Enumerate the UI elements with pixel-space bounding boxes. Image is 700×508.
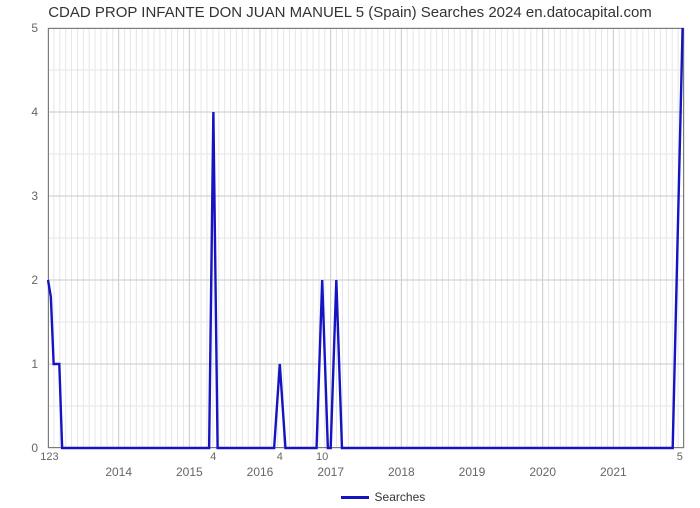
svg-text:123: 123 [40, 451, 58, 463]
svg-text:2016: 2016 [247, 465, 274, 479]
chart-container: CDAD PROP INFANTE DON JUAN MANUEL 5 (Spa… [0, 0, 700, 500]
legend-label: Searches [375, 490, 426, 504]
svg-text:3: 3 [31, 189, 38, 203]
svg-text:5: 5 [31, 21, 38, 35]
chart-title: CDAD PROP INFANTE DON JUAN MANUEL 5 (Spa… [0, 4, 700, 21]
svg-text:4: 4 [210, 451, 216, 463]
svg-text:4: 4 [31, 105, 38, 119]
svg-text:2019: 2019 [459, 465, 486, 479]
svg-text:2021: 2021 [600, 465, 627, 479]
svg-text:2: 2 [31, 273, 38, 287]
svg-text:1: 1 [31, 357, 38, 371]
svg-text:2015: 2015 [176, 465, 203, 479]
chart-plot: 0123452014201520162017201820192020202112… [8, 28, 684, 508]
svg-text:2014: 2014 [105, 465, 132, 479]
chart-legend: Searches [341, 490, 426, 504]
svg-text:2020: 2020 [529, 465, 556, 479]
svg-text:10: 10 [316, 451, 328, 463]
svg-text:0: 0 [31, 441, 38, 455]
legend-swatch [341, 496, 369, 499]
svg-text:5: 5 [677, 451, 683, 463]
svg-text:2018: 2018 [388, 465, 415, 479]
svg-text:4: 4 [277, 451, 283, 463]
svg-text:2017: 2017 [317, 465, 344, 479]
